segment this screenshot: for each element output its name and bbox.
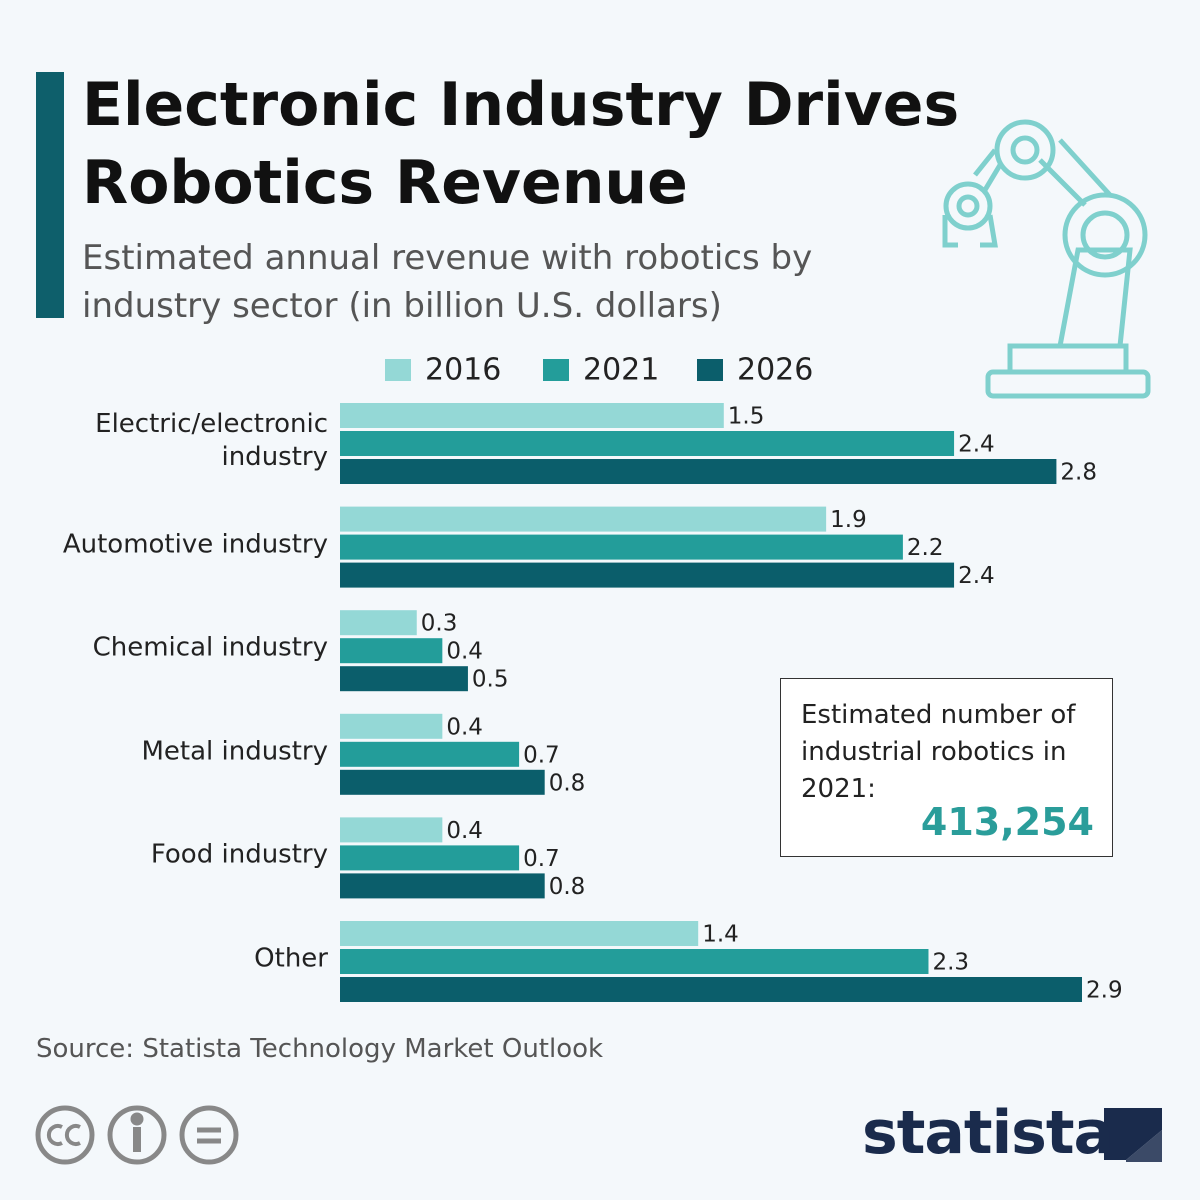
legend-label: 2026 <box>737 353 813 388</box>
bar <box>340 431 955 456</box>
value-label: 0.8 <box>549 770 586 796</box>
category-label: Chemical industry <box>92 632 328 663</box>
value-label: 2.4 <box>958 563 995 589</box>
category-label: Automotive industry <box>62 529 328 560</box>
bar <box>340 459 1057 484</box>
bar <box>340 562 955 588</box>
bar <box>340 403 724 428</box>
category-label: Metal industry <box>141 736 328 767</box>
robot-icon <box>942 119 1151 399</box>
bar <box>340 921 699 946</box>
cc-icons <box>35 1105 239 1165</box>
bar <box>340 610 417 636</box>
bar <box>340 949 929 974</box>
bar <box>340 713 443 739</box>
bar <box>340 534 903 560</box>
value-label: 0.5 <box>472 667 509 693</box>
value-label: 2.8 <box>1060 460 1097 486</box>
legend-swatch <box>697 359 723 381</box>
logo: statista <box>862 1098 1114 1168</box>
bar <box>340 817 443 843</box>
bar <box>340 741 520 767</box>
value-label: 1.9 <box>830 507 867 533</box>
logo-mark <box>1104 1108 1162 1162</box>
note-value: 413,254 <box>920 800 1094 844</box>
bar <box>340 506 827 532</box>
subtitle: Estimated annual revenue with robotics b… <box>82 238 813 326</box>
bar <box>340 638 443 664</box>
bar <box>340 845 520 871</box>
bar <box>340 769 545 795</box>
value-label: 1.5 <box>728 404 765 430</box>
category-label: Electric/electronic industry <box>95 409 328 472</box>
value-label: 2.9 <box>1086 978 1123 1004</box>
value-label: 0.7 <box>523 742 560 768</box>
value-label: 2.3 <box>932 950 969 976</box>
title: Electronic Industry Drives Robotics Reve… <box>82 70 960 218</box>
value-label: 2.2 <box>907 535 944 561</box>
value-label: 1.4 <box>702 922 739 948</box>
bar <box>340 977 1082 1002</box>
note-text: Estimated number of industrial robotics … <box>801 700 1076 804</box>
legend-label: 2021 <box>583 353 659 388</box>
value-label: 2.4 <box>958 432 995 458</box>
legend-swatch <box>543 359 569 381</box>
value-label: 0.8 <box>549 874 586 900</box>
bar <box>340 873 545 899</box>
value-label: 0.4 <box>446 714 483 740</box>
value-label: 0.3 <box>421 611 458 637</box>
title-accent <box>36 72 64 318</box>
value-label: 0.4 <box>446 639 483 665</box>
bar <box>340 666 468 692</box>
value-label: 0.4 <box>446 818 483 844</box>
legend-label: 2016 <box>425 353 501 388</box>
category-label: Other <box>254 943 328 974</box>
source: Source: Statista Technology Market Outlo… <box>36 1034 604 1064</box>
value-label: 0.7 <box>523 846 560 872</box>
note-box: Estimated number of industrial robotics … <box>780 678 1113 857</box>
category-label: Food industry <box>150 839 328 870</box>
legend-swatch <box>385 359 411 381</box>
